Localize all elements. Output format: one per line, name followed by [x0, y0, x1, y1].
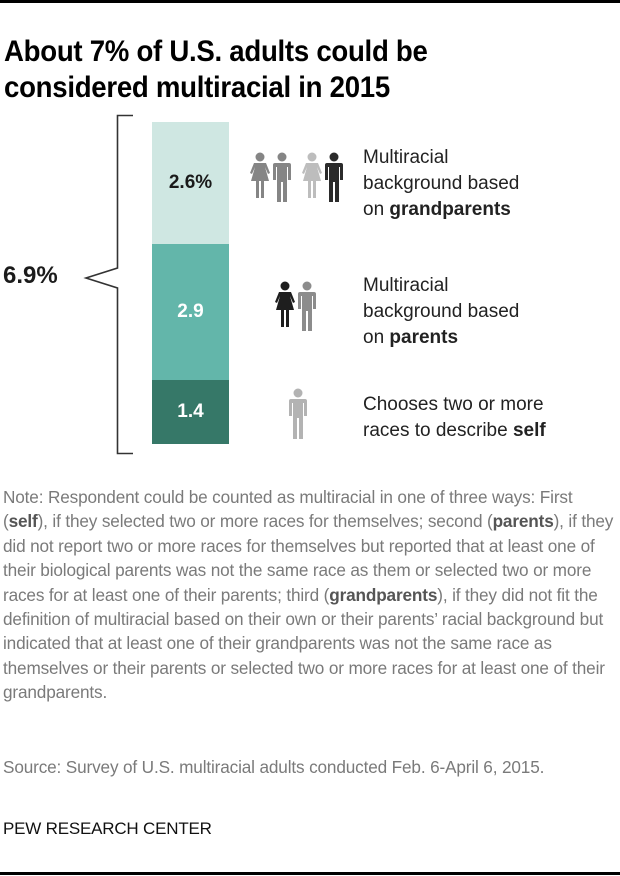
label-text: on	[363, 327, 390, 348]
note-bold: self	[8, 511, 38, 532]
segment-value-parents: 2.9	[177, 301, 204, 322]
label-line: on parents	[363, 325, 519, 351]
segment-value-grandparents: 2.6%	[168, 172, 213, 193]
stacked-bar: 2.6% 2.9 1.4	[152, 122, 229, 444]
chart-title: About 7% of U.S. adults could be conside…	[4, 35, 428, 104]
segment-self: 1.4	[152, 380, 229, 444]
label-line: background based	[363, 173, 520, 194]
note-bold: grandparents	[329, 584, 438, 605]
chart-note: Note: Respondent could be counted as mul…	[3, 485, 617, 705]
segment-value-self: 1.4	[177, 401, 204, 422]
chart-source: Source: Survey of U.S. multiracial adult…	[3, 757, 545, 777]
label-text: races to describe	[363, 420, 513, 441]
label-line: Chooses two or more	[363, 394, 544, 415]
label-text: on	[363, 199, 390, 220]
label-line: Multiracial	[363, 275, 449, 296]
bottom-rule	[0, 872, 620, 875]
label-bold: self	[512, 420, 546, 441]
label-parents: Multiracial background based on parents	[363, 273, 519, 351]
label-line: background based	[363, 301, 520, 322]
label-grandparents: Multiracial background based on grandpar…	[363, 145, 519, 223]
note-bold: parents	[492, 511, 554, 532]
label-line: races to describe self	[363, 418, 546, 444]
note-text: ), if they selected two or more races fo…	[37, 511, 493, 532]
label-bold: grandparents	[389, 199, 511, 220]
label-bold: parents	[389, 327, 459, 348]
note-text: Note: Respondent could be counted as mul…	[3, 487, 573, 532]
note-text: ), if they did not report two or more ra…	[3, 511, 614, 605]
top-rule	[0, 0, 620, 3]
person-icon	[289, 388, 307, 439]
segment-grandparents: 2.6%	[152, 122, 229, 244]
label-line: Multiracial	[363, 147, 449, 168]
label-self: Chooses two or more races to describe se…	[363, 392, 546, 444]
total-label: 6.9%	[3, 262, 58, 289]
total-bracket	[83, 114, 133, 455]
segment-parents: 2.9	[152, 244, 229, 380]
label-line: on grandparents	[363, 197, 519, 223]
note-text: ), if they did not fit the definition of…	[3, 584, 605, 703]
org-credit: PEW RESEARCH CENTER	[3, 819, 212, 838]
couple-icon	[275, 281, 316, 331]
two-couples-icon	[250, 152, 343, 202]
